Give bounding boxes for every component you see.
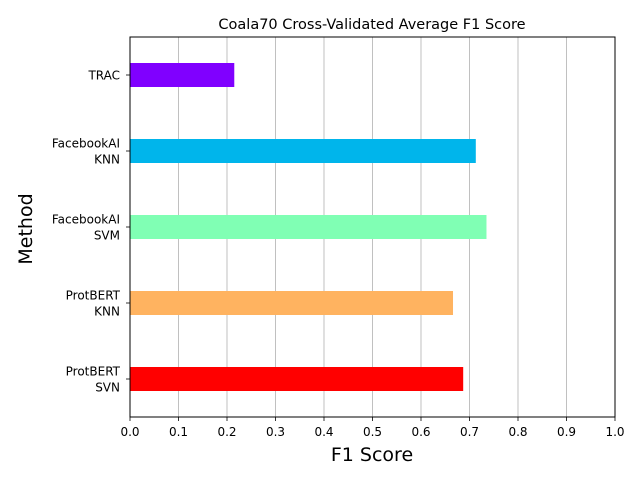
bar bbox=[130, 291, 454, 315]
x-tick-label: 0.4 bbox=[314, 425, 333, 439]
y-tick-label: ProtBERT bbox=[66, 289, 121, 303]
x-tick-label: 0.1 bbox=[169, 425, 188, 439]
y-axis-label: Method bbox=[15, 193, 37, 264]
x-tick-label: 0.0 bbox=[120, 425, 139, 439]
y-tick-label: SVM bbox=[94, 229, 120, 243]
y-tick-label: KNN bbox=[94, 305, 120, 319]
y-axis-ticks: TRAC FacebookAI KNN FacebookAI SVM ProtBERT KN… bbox=[52, 69, 130, 395]
bar bbox=[130, 215, 487, 239]
x-tick-label: 1.0 bbox=[605, 425, 624, 439]
x-tick-label: 0.6 bbox=[411, 425, 430, 439]
bar bbox=[130, 139, 476, 163]
y-tick-label: FacebookAI bbox=[52, 137, 120, 151]
x-tick-label: 0.2 bbox=[217, 425, 236, 439]
bar bbox=[130, 367, 464, 391]
bars bbox=[130, 63, 487, 391]
x-tick-label: 0.9 bbox=[557, 425, 576, 439]
y-tick-label: TRAC bbox=[87, 69, 120, 83]
chart-title: Coala70 Cross-Validated Average F1 Score bbox=[218, 17, 525, 33]
x-tick-label: 0.5 bbox=[363, 425, 382, 439]
bar bbox=[130, 63, 235, 87]
y-tick-label: ProtBERT bbox=[66, 365, 121, 379]
y-tick-label: KNN bbox=[94, 153, 120, 167]
y-tick-label: FacebookAI bbox=[52, 213, 120, 227]
x-tick-label: 0.7 bbox=[460, 425, 479, 439]
x-axis-ticks: 0.0 0.1 0.2 0.3 0.4 0.5 0.6 0.7 0.8 0.9 1.0 bbox=[120, 417, 625, 439]
x-axis-label: F1 Score bbox=[331, 444, 413, 466]
x-tick-label: 0.8 bbox=[508, 425, 527, 439]
y-tick-label: SVN bbox=[95, 381, 120, 395]
x-tick-label: 0.3 bbox=[266, 425, 285, 439]
